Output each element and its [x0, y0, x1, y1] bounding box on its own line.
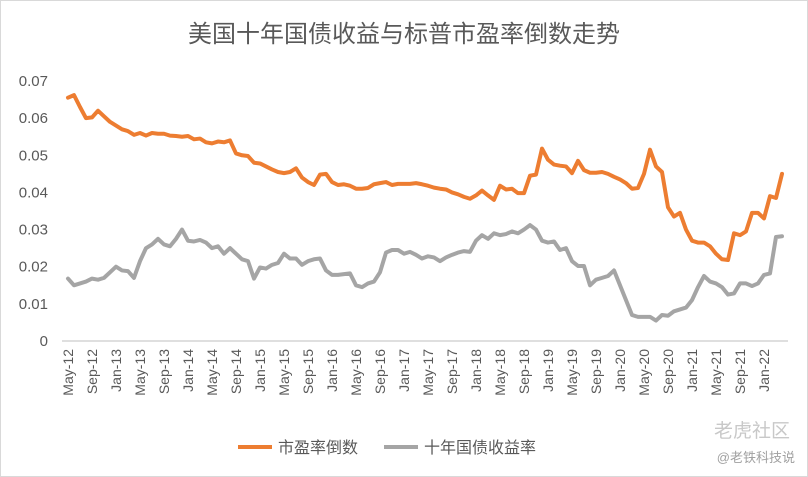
- x-tick-label: Jan-13: [108, 349, 124, 392]
- y-tick-label: 0: [40, 333, 48, 350]
- y-tick-label: 0.04: [19, 184, 48, 201]
- x-tick-label: May-18: [492, 349, 508, 396]
- x-tick-label: May-16: [348, 349, 364, 396]
- x-tick-label: Sep-21: [732, 349, 748, 394]
- y-tick-label: 0.05: [19, 147, 48, 164]
- x-tick-label: Jan-16: [324, 349, 340, 392]
- legend-label: 十年国债收益率: [424, 439, 536, 457]
- line-series: [66, 223, 784, 323]
- y-tick-label: 0.03: [19, 222, 48, 239]
- x-tick-label: Jan-18: [468, 349, 484, 392]
- x-tick-label: Sep-13: [156, 349, 172, 394]
- x-tick-label: Jan-14: [180, 349, 196, 392]
- x-tick-label: May-17: [420, 349, 436, 396]
- y-tick-label: 0.01: [19, 296, 48, 313]
- x-tick-label: Sep-19: [588, 349, 604, 394]
- y-tick-label: 0.06: [19, 110, 48, 127]
- x-tick-label: May-15: [276, 349, 292, 396]
- x-tick-label: Jan-19: [540, 349, 556, 392]
- x-tick-label: Jan-15: [252, 349, 268, 392]
- legend-label: 市盈率倒数: [278, 439, 358, 457]
- y-tick-label: 0.02: [19, 259, 48, 276]
- y-tick-label: 0.07: [19, 73, 48, 90]
- x-tick-label: Sep-16: [372, 349, 388, 394]
- x-tick-label: Sep-12: [84, 349, 100, 394]
- x-tick-label: May-21: [708, 349, 724, 396]
- x-tick-label: Sep-15: [300, 349, 316, 394]
- x-tick-label: May-14: [204, 349, 220, 396]
- x-tick-label: Jan-17: [396, 349, 412, 392]
- x-tick-label: Jan-21: [684, 349, 700, 392]
- line-series: [66, 93, 784, 263]
- x-tick-label: May-13: [132, 349, 148, 396]
- x-tick-label: May-19: [564, 349, 580, 396]
- watermark: 老虎社区: [714, 420, 790, 442]
- x-tick-label: Jan-22: [756, 349, 772, 392]
- x-tick-label: Sep-20: [660, 349, 676, 394]
- x-tick-label: Sep-14: [228, 349, 244, 394]
- x-tick-label: Sep-18: [516, 349, 532, 394]
- watermark-author: @老铁科技说: [717, 450, 795, 465]
- x-tick-label: May-20: [636, 349, 652, 396]
- x-tick-label: May-12: [60, 349, 76, 396]
- x-tick-label: Sep-17: [444, 349, 460, 394]
- x-tick-label: Jan-20: [612, 349, 628, 392]
- chart-title: 美国十年国债收益与标普市盈率倒数走势: [188, 21, 620, 48]
